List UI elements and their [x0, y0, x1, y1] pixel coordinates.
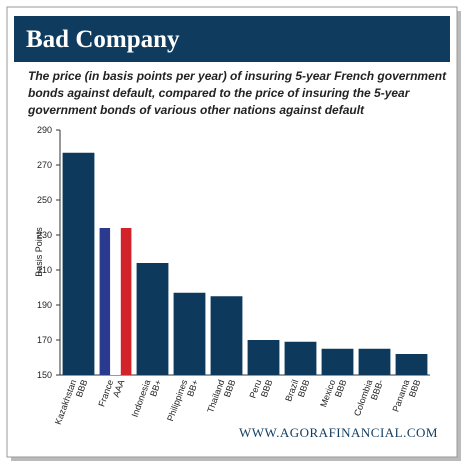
chart-title: Bad Company [26, 26, 180, 53]
y-tick-label: 230 [37, 230, 52, 240]
source: WWW.AGORAFINANCIAL.COM [239, 425, 438, 440]
y-tick-label: 270 [37, 160, 52, 170]
y-tick-label: 170 [37, 335, 52, 345]
bar [358, 348, 391, 375]
bar [136, 263, 169, 375]
subtitle: The price (in basis points per year) of … [28, 69, 447, 83]
flag-stripe [120, 228, 132, 375]
flag-stripe [110, 228, 121, 375]
flag-stripe [99, 228, 111, 375]
y-tick-label: 290 [37, 125, 52, 135]
subtitle: bonds against default, compared to the p… [28, 86, 411, 100]
bar [247, 340, 280, 375]
subtitle: government bonds of various other nation… [27, 103, 365, 117]
bar [173, 292, 206, 375]
flag-bar [99, 228, 132, 375]
bar [284, 341, 317, 375]
bar [395, 354, 428, 375]
header-bar [14, 16, 450, 62]
bar [321, 348, 354, 375]
y-tick-label: 250 [37, 195, 52, 205]
y-axis-label: Basis Points [34, 227, 44, 277]
y-tick-label: 190 [37, 300, 52, 310]
bar [210, 296, 243, 375]
bar [62, 152, 95, 375]
y-tick-label: 210 [37, 265, 52, 275]
y-tick-label: 150 [37, 370, 52, 380]
